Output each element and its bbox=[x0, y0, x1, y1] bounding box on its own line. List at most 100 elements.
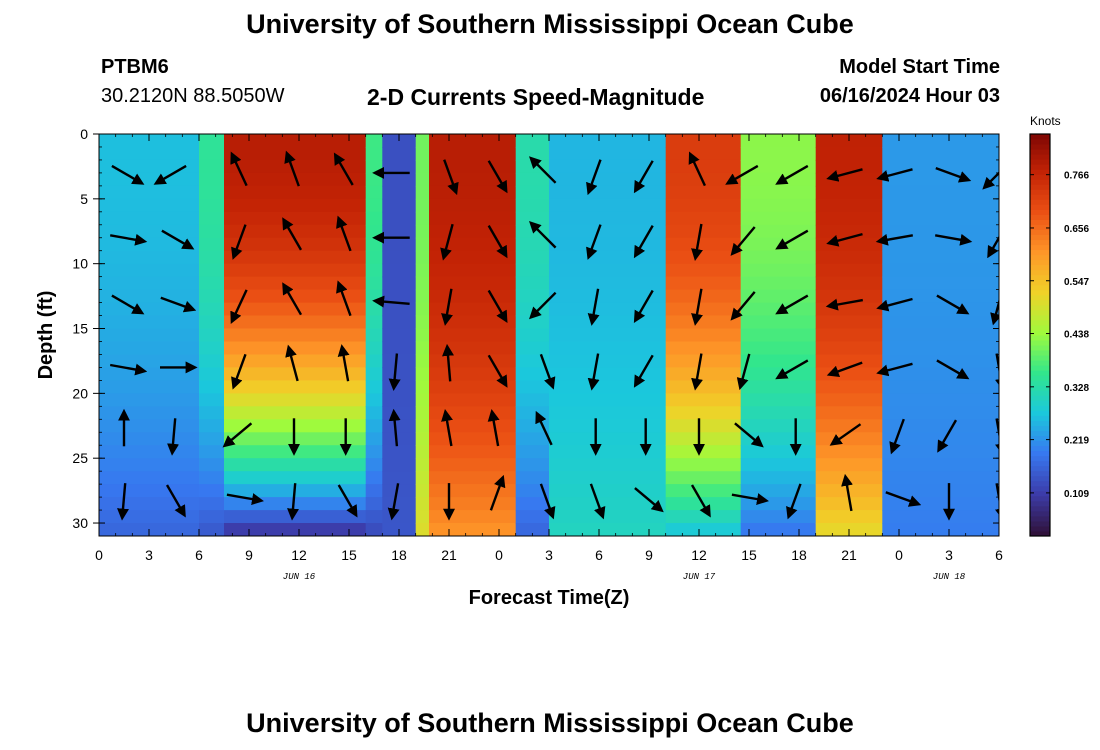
heat-cell bbox=[429, 354, 517, 369]
colorbar-cell bbox=[1030, 350, 1050, 356]
heat-cell bbox=[882, 432, 999, 446]
heat-cell bbox=[199, 380, 225, 394]
heat-cell bbox=[415, 510, 430, 524]
heat-cell bbox=[382, 315, 417, 330]
heat-cell bbox=[815, 380, 883, 394]
y-tick-label: 0 bbox=[80, 126, 88, 142]
colorbar-cell bbox=[1030, 375, 1050, 381]
heat-cell bbox=[740, 276, 817, 291]
current-vector-arrow bbox=[111, 164, 145, 185]
heat-cell bbox=[99, 367, 200, 381]
current-vector-arrow bbox=[876, 362, 913, 377]
current-vector-arrow bbox=[775, 359, 809, 380]
heat-cell bbox=[882, 497, 999, 511]
heat-cell bbox=[815, 341, 883, 356]
heat-cell bbox=[515, 211, 550, 226]
heat-cell bbox=[224, 147, 367, 161]
current-vector-arrow bbox=[161, 229, 195, 250]
heat-cell bbox=[815, 406, 883, 420]
chart-title: 2-D Currents Speed-Magnitude bbox=[367, 84, 705, 110]
heat-cell bbox=[740, 289, 817, 304]
heat-cell bbox=[882, 484, 999, 498]
colorbar-cell bbox=[1030, 355, 1050, 361]
heat-cell bbox=[882, 341, 999, 356]
heat-cell bbox=[549, 147, 667, 161]
heat-cell bbox=[382, 484, 417, 498]
heat-cell bbox=[415, 237, 430, 252]
heat-cell bbox=[199, 393, 225, 407]
current-vector-arrow bbox=[167, 418, 179, 456]
heat-cell bbox=[549, 263, 667, 278]
heat-cell bbox=[199, 458, 225, 472]
heat-cell bbox=[382, 250, 417, 265]
heat-cell bbox=[382, 341, 417, 356]
current-vector-arrow bbox=[487, 289, 508, 324]
current-vector-arrow bbox=[153, 164, 187, 185]
heat-cell bbox=[815, 172, 883, 187]
heat-cell bbox=[549, 198, 667, 213]
heat-cell bbox=[549, 393, 667, 407]
current-vector-arrow bbox=[826, 232, 863, 247]
heat-cell bbox=[224, 185, 367, 200]
heat-cell bbox=[224, 315, 367, 330]
heat-cell bbox=[429, 224, 517, 239]
heat-cell bbox=[415, 367, 430, 381]
colorbar-cell bbox=[1030, 485, 1050, 492]
heat-cell bbox=[740, 198, 817, 213]
heat-cell bbox=[429, 497, 517, 511]
current-vector-arrow bbox=[231, 353, 247, 390]
colorbar-cell bbox=[1030, 319, 1050, 326]
heat-cell bbox=[365, 185, 383, 200]
heat-cell bbox=[415, 159, 430, 174]
heat-cell bbox=[224, 211, 367, 226]
y-axis-title: Depth (ft) bbox=[35, 291, 57, 380]
current-vector-arrow bbox=[539, 483, 556, 520]
heat-cell bbox=[429, 341, 517, 356]
heat-cell bbox=[665, 159, 742, 174]
current-vector-arrow bbox=[876, 168, 913, 182]
x-tick-label: 21 bbox=[841, 547, 857, 563]
colorbar-tick-label: 0.109 bbox=[1064, 489, 1089, 500]
heat-cell bbox=[199, 497, 225, 511]
heat-cell bbox=[882, 380, 999, 394]
y-tick-label: 25 bbox=[72, 450, 88, 466]
heat-cell bbox=[415, 289, 430, 304]
heat-cell bbox=[224, 354, 367, 369]
heat-cell bbox=[740, 510, 817, 524]
current-vector-arrow bbox=[336, 280, 352, 317]
x-axis-title: Forecast Time(Z) bbox=[469, 587, 630, 609]
heat-cell bbox=[99, 328, 200, 343]
colorbar-tick-label: 0.547 bbox=[1064, 277, 1089, 288]
heat-cell bbox=[515, 471, 550, 485]
colorbar-cell bbox=[1030, 365, 1050, 371]
heat-cell bbox=[740, 419, 817, 433]
heat-cell bbox=[199, 523, 225, 536]
heat-cell bbox=[740, 523, 817, 536]
heat-cell bbox=[365, 406, 383, 420]
colorbar-tick-label: 0.438 bbox=[1064, 330, 1089, 341]
heat-cell bbox=[515, 432, 550, 446]
heat-cell bbox=[199, 354, 225, 369]
heat-cell bbox=[815, 185, 883, 200]
heat-cell bbox=[882, 367, 999, 381]
heat-cell bbox=[365, 354, 383, 369]
colorbar-cell bbox=[1030, 455, 1050, 462]
current-vector-arrow bbox=[825, 298, 864, 311]
current-vector-arrow bbox=[826, 168, 863, 182]
heat-cell bbox=[224, 198, 367, 213]
heat-cell bbox=[815, 354, 883, 369]
heat-cell bbox=[429, 445, 517, 459]
heat-cell bbox=[429, 406, 517, 420]
current-vector-arrow bbox=[284, 150, 300, 187]
current-vector-arrow bbox=[731, 493, 769, 506]
heat-cell bbox=[224, 250, 367, 265]
heat-cell bbox=[740, 147, 817, 161]
colorbar-frame bbox=[1029, 133, 1051, 537]
colorbar-cell bbox=[1030, 139, 1050, 145]
heat-cell bbox=[882, 328, 999, 343]
heat-cell bbox=[429, 315, 517, 330]
heat-cell bbox=[365, 432, 383, 446]
current-vector-arrow bbox=[111, 294, 145, 315]
heat-cell bbox=[365, 147, 383, 161]
heat-cell bbox=[549, 237, 667, 252]
